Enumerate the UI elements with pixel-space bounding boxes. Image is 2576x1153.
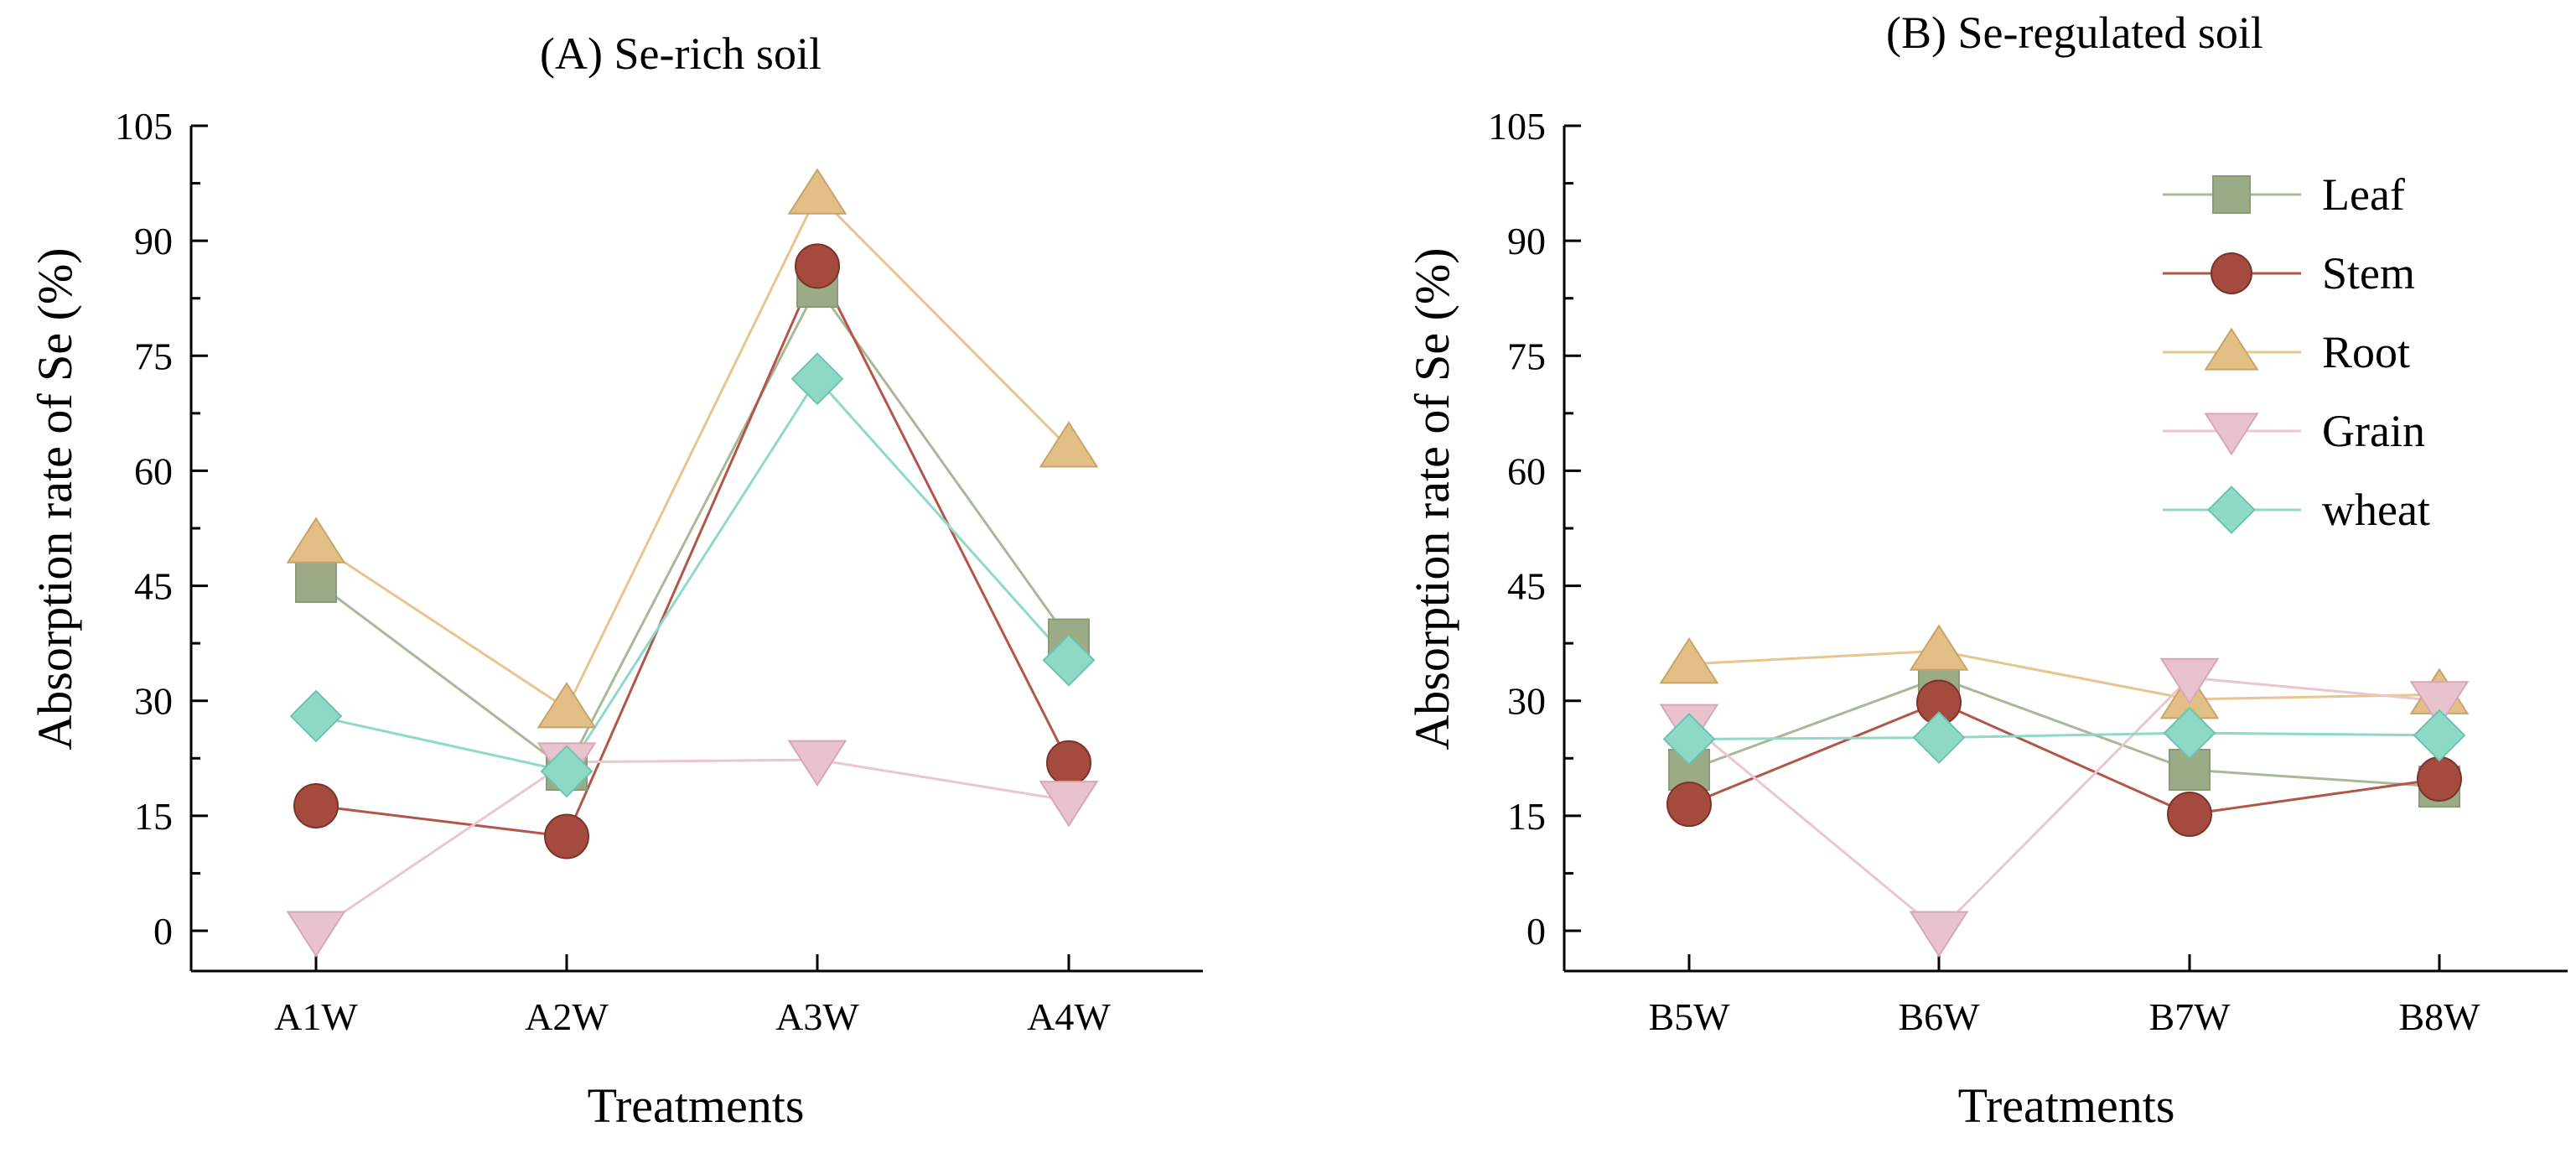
legend-label-wheat: wheat (2322, 485, 2430, 535)
panel-b-point-stem-b8w (2417, 756, 2462, 802)
panel-a-point-leaf-a1w (295, 561, 337, 603)
panel-b-x-tick-label-b5w: B5W (1648, 995, 1730, 1038)
panel-a-point-root-a4w (1039, 421, 1099, 468)
panel-a-series-line-grain (315, 758, 1070, 932)
panel-b-point-root-b6w (1909, 624, 1969, 671)
panel-b-point-grain-b8w (2409, 681, 2470, 728)
panel-b-y-axis-title: Absorption rate of Se (%) (1405, 247, 1459, 750)
panel-a-point-grain-a1w (286, 911, 346, 958)
legend-marker-stem (2211, 252, 2252, 294)
panel-a-x-tick-label-a1w: A1W (274, 995, 358, 1038)
panel-b-point-stem-b5w (1666, 782, 1712, 828)
panel-b-x-tick-label-b6w: B6W (1898, 995, 1980, 1038)
panel-a-point-stem-a4w (1046, 740, 1091, 786)
legend-label-leaf: Leaf (2322, 169, 2405, 220)
panel-a-chart: (A) Se-rich soil Absorption rate of Se (… (28, 29, 1203, 1133)
panel-a-y-axis-title: Absorption rate of Se (%) (28, 247, 82, 750)
legend-marker-root (2204, 327, 2259, 371)
panel-a-y-tick-label: 45 (134, 565, 173, 608)
legend-item-grain: Grain (2163, 406, 2425, 456)
panel-a-point-grain-a3w (787, 740, 847, 787)
panel-b-y-tick-label: 45 (1507, 565, 1546, 608)
panel-a-series-line-leaf (315, 284, 1070, 772)
legend-label-root: Root (2322, 327, 2410, 377)
panel-b-chart: (B) Se-regulated soil Absorption rate of… (1405, 8, 2568, 1133)
panel-a-y-tick-label: 0 (153, 910, 173, 953)
panel-b-point-grain-b6w (1909, 911, 1969, 958)
panel-b-point-wheat-b8w (2413, 709, 2466, 762)
panel-b-point-wheat-b7w (2163, 706, 2216, 760)
legend-item-leaf: Leaf (2163, 169, 2405, 220)
panel-b-y-tick-label: 105 (1488, 105, 1546, 148)
panel-b-y-tick-label: 30 (1507, 680, 1546, 723)
panel-a-y-tick-label: 60 (134, 449, 173, 492)
panel-a-x-tick-label-a3w: A3W (775, 995, 859, 1038)
panel-a-point-stem-a3w (795, 243, 840, 289)
panel-b-point-root-b5w (1659, 636, 1719, 684)
panel-b-y-tick-label: 90 (1507, 220, 1546, 262)
panel-b-y-tick-label: 75 (1507, 335, 1546, 377)
panel-b-series-line-leaf (1688, 676, 2440, 788)
panel-a-x-tick-label-a2w: A2W (525, 995, 609, 1038)
panel-a-y-tick-label: 30 (134, 680, 173, 723)
legend-item-wheat: wheat (2163, 485, 2430, 535)
panel-a-point-stem-a2w (544, 813, 589, 860)
panel-b-y-tick-label: 15 (1507, 795, 1546, 838)
legend-item-stem: Stem (2163, 248, 2415, 299)
panel-a-point-root-a2w (536, 682, 597, 729)
panel-b-series-line-grain (1688, 676, 2440, 933)
panel-a-point-wheat-a3w (790, 352, 844, 406)
legend-marker-leaf (2212, 175, 2251, 214)
legend-marker-wheat (2207, 486, 2256, 534)
panel-b-title: (B) Se-regulated soil (1886, 8, 2263, 58)
panel-a-point-wheat-a1w (289, 689, 343, 743)
panel-b-point-wheat-b5w (1662, 713, 1716, 766)
panel-b-series-line-root (1688, 649, 2440, 701)
panel-a-series-line-wheat (315, 377, 1070, 773)
panel-b-series-line-stem (1688, 700, 2440, 816)
panel-a-x-tick-label-a4w: A4W (1027, 995, 1111, 1038)
panel-a-point-wheat-a2w (540, 745, 593, 798)
panel-b-point-stem-b7w (2167, 792, 2212, 838)
panel-b-x-tick-label-b8w: B8W (2398, 995, 2480, 1038)
legend-item-root: Root (2163, 327, 2410, 377)
panel-b-series-line-wheat (1688, 731, 2440, 740)
panel-b-y-tick-label: 0 (1526, 910, 1546, 953)
panel-a-point-stem-a1w (293, 782, 339, 828)
panel-a-point-root-a3w (787, 168, 847, 215)
panel-b-x-tick-label-b7w: B7W (2148, 995, 2231, 1038)
legend-label-grain: Grain (2322, 406, 2425, 456)
panel-a-point-wheat-a4w (1042, 633, 1096, 687)
panel-a-series-line-stem (315, 262, 1070, 839)
panel-a-x-axis-title: Treatments (588, 1078, 805, 1133)
panel-a-point-root-a1w (286, 517, 346, 564)
legend: Leaf Stem Root Grain wheat (2163, 169, 2430, 535)
panel-a-y-tick-label: 15 (134, 795, 173, 838)
legend-marker-grain (2204, 413, 2259, 456)
legend-label-stem: Stem (2322, 248, 2415, 299)
panel-a-y-tick-label: 105 (115, 105, 173, 148)
panel-b-y-tick-label: 60 (1507, 449, 1546, 492)
panel-b-point-wheat-b6w (1912, 711, 1966, 765)
panel-a-title: (A) Se-rich soil (540, 29, 822, 79)
panel-a-point-grain-a4w (1039, 781, 1099, 828)
panel-a-y-tick-label: 90 (134, 220, 173, 262)
panel-a-y-tick-label: 75 (134, 335, 173, 377)
panel-a-series-line-root (315, 192, 1070, 711)
panel-b-point-grain-b7w (2159, 657, 2220, 705)
panel-b-x-axis-title: Treatments (1958, 1078, 2175, 1133)
